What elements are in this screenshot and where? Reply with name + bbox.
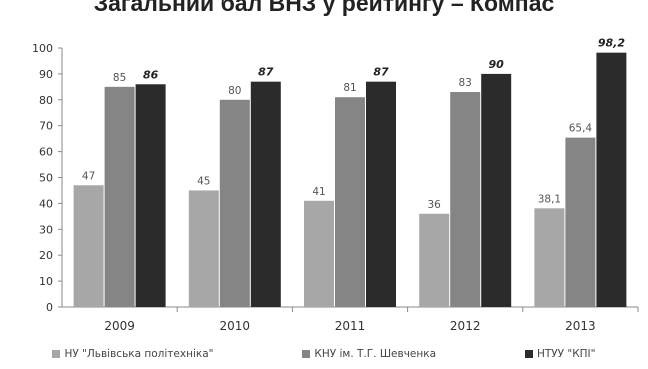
data-label: 47 xyxy=(82,170,95,182)
y-tick-label: 20 xyxy=(39,249,53,262)
data-label: 41 xyxy=(312,186,325,198)
bar xyxy=(481,73,512,308)
legend-swatch xyxy=(52,350,61,358)
data-label: 81 xyxy=(343,82,356,94)
legend-item: НУ "Львівська політехніка" xyxy=(52,348,213,360)
legend-label: КНУ ім. Т.Г. Шевченка xyxy=(314,348,437,360)
y-tick-label: 80 xyxy=(39,94,53,107)
y-tick-label: 50 xyxy=(39,172,53,185)
legend-swatch xyxy=(302,350,311,358)
y-tick-label: 70 xyxy=(39,120,53,133)
y-tick-label: 30 xyxy=(39,223,53,236)
bar xyxy=(534,208,565,307)
data-label: 65,4 xyxy=(569,123,593,135)
bar xyxy=(366,81,396,307)
bar xyxy=(565,137,596,307)
data-label: 87 xyxy=(373,66,389,79)
data-label: 45 xyxy=(197,175,210,187)
legend-item: НТУУ "КПІ" xyxy=(524,348,596,360)
legend-label: НУ "Львівська політехніка" xyxy=(64,348,214,360)
data-label: 98,2 xyxy=(598,37,625,50)
y-tick-label: 40 xyxy=(39,197,53,210)
data-label: 36 xyxy=(428,199,442,211)
bar xyxy=(135,84,166,307)
bar xyxy=(219,99,250,307)
y-tick-label: 60 xyxy=(39,146,53,159)
x-tick-label: 2011 xyxy=(335,319,366,333)
y-tick-label: 10 xyxy=(39,275,53,288)
y-tick-label: 90 xyxy=(39,68,53,81)
x-tick-label: 2012 xyxy=(450,319,481,333)
data-label: 86 xyxy=(143,68,159,81)
x-tick-label: 2013 xyxy=(565,319,596,333)
x-tick-label: 2010 xyxy=(220,319,251,333)
bar-chart: 0 10 20 30 40 50 60 70 80 90 100 2009 47 85 86 2010 45 80… xyxy=(32,37,639,333)
bar xyxy=(104,86,135,307)
legend-label: НТУУ "КПІ" xyxy=(536,348,596,360)
bar xyxy=(419,213,450,307)
chart-title: Загальний бал ВНЗ у рейтингу – Компас xyxy=(93,0,555,16)
data-label: 38,1 xyxy=(538,193,561,205)
bar xyxy=(188,190,219,307)
data-label: 87 xyxy=(258,66,274,79)
y-tick-label: 100 xyxy=(32,42,53,55)
legend-item: КНУ ім. Т.Г. Шевченка xyxy=(302,348,436,360)
y-tick-label: 0 xyxy=(46,301,53,314)
bar xyxy=(335,97,365,308)
bar xyxy=(596,52,627,307)
data-label: 90 xyxy=(489,58,505,71)
bar xyxy=(250,81,281,307)
bar xyxy=(304,200,334,307)
data-label: 80 xyxy=(228,85,241,97)
legend-swatch xyxy=(524,350,533,358)
legend: НУ "Львівська політехніка" КНУ ім. Т.Г. Ш… xyxy=(0,344,648,364)
data-label: 83 xyxy=(459,77,472,89)
bar xyxy=(450,92,481,307)
data-label: 85 xyxy=(113,72,126,84)
x-tick-label: 2009 xyxy=(104,319,135,333)
bar xyxy=(73,185,104,307)
